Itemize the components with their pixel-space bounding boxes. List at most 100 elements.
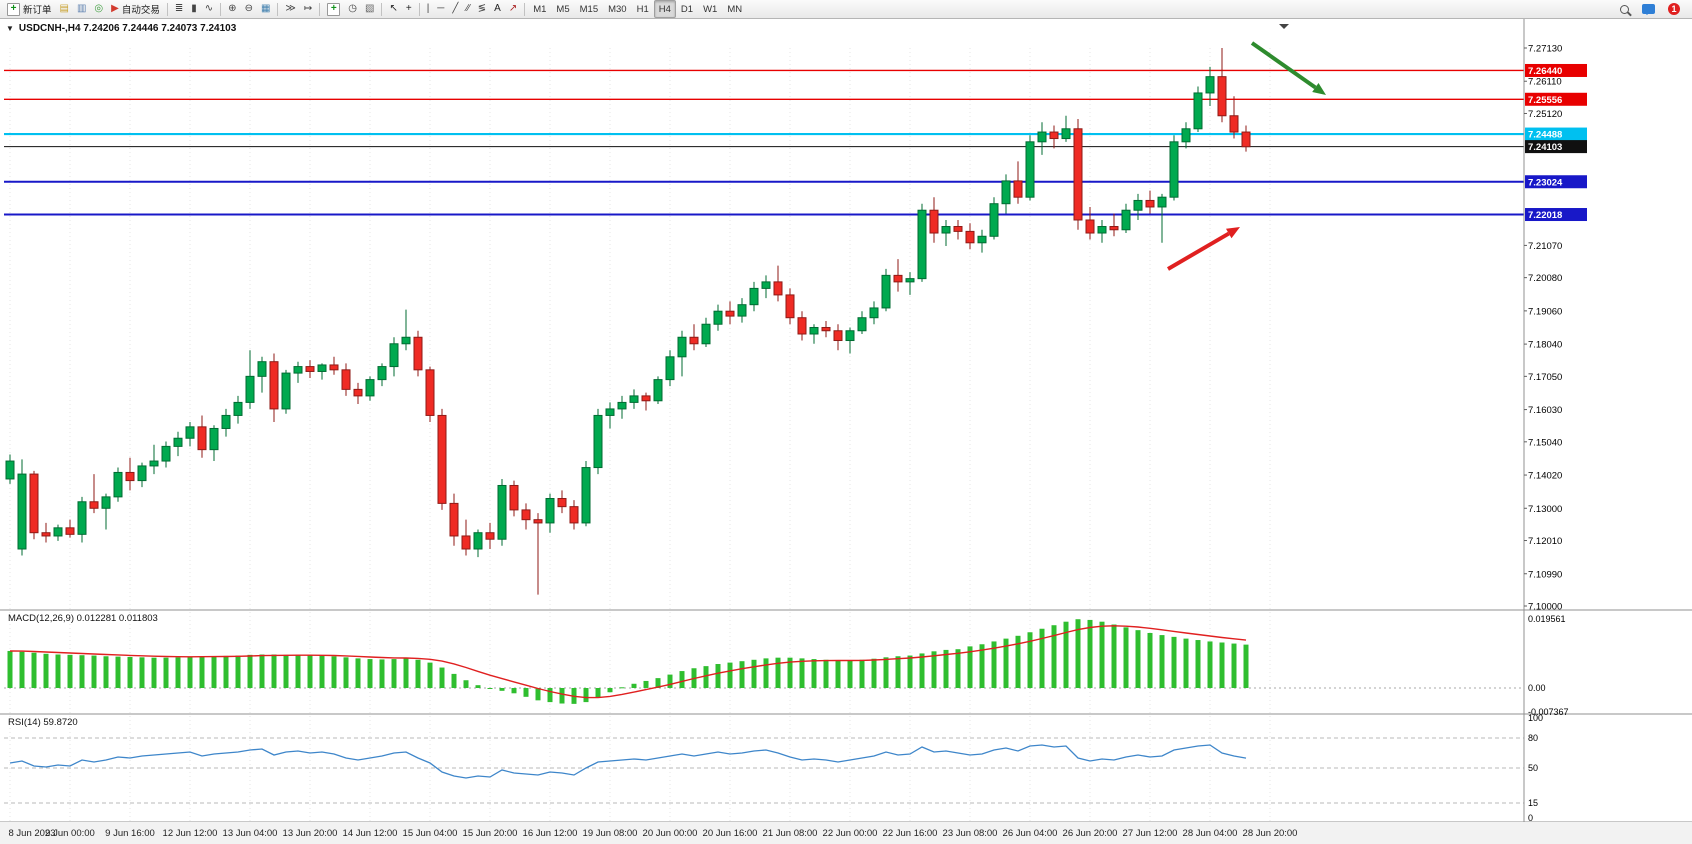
line-chart-button[interactable]: ∿ <box>201 0 217 18</box>
candlestick-chart-button[interactable]: ▮ <box>187 0 201 18</box>
timeframe-w1-button[interactable]: W1 <box>698 0 722 18</box>
svg-text:14 Jun 12:00: 14 Jun 12:00 <box>343 828 398 839</box>
svg-text:7.26110: 7.26110 <box>1528 77 1562 88</box>
timeframe-label: W1 <box>703 3 718 15</box>
navigator-icon: ◎ <box>94 3 104 14</box>
timeframe-label: D1 <box>680 3 694 15</box>
horizontal-price-lines[interactable] <box>4 69 1524 216</box>
timeframe-h4-button[interactable]: H4 <box>653 0 676 18</box>
svg-text:15: 15 <box>1528 798 1538 808</box>
svg-text:7.24488: 7.24488 <box>1528 130 1562 141</box>
trendline-icon: ╱ <box>452 3 459 14</box>
line-chart-icon: ∿ <box>204 3 214 14</box>
indicators-button[interactable]: + <box>323 0 344 18</box>
periods-button[interactable]: ◷ <box>344 0 361 18</box>
zoom-in-button[interactable]: ⊕ <box>224 0 240 18</box>
text-icon: A <box>494 3 501 14</box>
autotrading-icon: ▶ <box>111 3 119 14</box>
cursor-button[interactable]: ↖ <box>385 0 401 18</box>
svg-text:100: 100 <box>1528 713 1543 723</box>
autotrading-label: 自动交易 <box>121 5 160 16</box>
svg-text:7.24103: 7.24103 <box>1528 142 1562 153</box>
svg-text:7.16030: 7.16030 <box>1528 405 1562 416</box>
one-click-trading-toggle[interactable]: ▼ <box>6 24 14 33</box>
chart-shift-marker[interactable] <box>1279 24 1289 29</box>
autotrading-button[interactable]: ▶ 自动交易 <box>107 0 164 18</box>
zoom-out-button[interactable]: ⊖ <box>241 0 257 18</box>
timeframe-m1-button[interactable]: M1 <box>528 0 551 18</box>
timeframe-d1-button[interactable]: D1 <box>676 0 698 18</box>
horizontal-line-button[interactable]: ─ <box>433 0 448 18</box>
horizontal-line-icon: ─ <box>437 3 445 14</box>
chat-icon <box>1642 4 1655 15</box>
tile-windows-button[interactable]: ▦ <box>257 0 274 18</box>
rsi-label: RSI(14) 59.8720 <box>8 717 78 728</box>
timeframe-m5-button[interactable]: M5 <box>551 0 574 18</box>
cursor-icon: ↖ <box>389 3 398 14</box>
templates-button[interactable]: ▧ <box>361 0 378 18</box>
equidistant-channel-button[interactable]: ∕∕ <box>462 0 473 18</box>
toolbar-separator <box>418 2 420 16</box>
notifications-button[interactable]: 1 <box>1664 0 1684 18</box>
auto-scroll-button[interactable]: ≫ <box>281 0 299 18</box>
chart-title-bar: ▼ USDCNH-,H4 7.24206 7.24446 7.24073 7.2… <box>6 23 236 34</box>
svg-text:7.18040: 7.18040 <box>1528 340 1562 351</box>
arrow-annotations[interactable] <box>1166 41 1326 271</box>
clock-icon: ◷ <box>348 3 357 14</box>
candlestick-icon: ▮ <box>191 3 197 14</box>
arrow-tool-icon: ↗ <box>508 3 518 14</box>
chat-button[interactable] <box>1638 0 1659 18</box>
svg-text:22 Jun 00:00: 22 Jun 00:00 <box>823 828 878 839</box>
trendline-button[interactable]: ╱ <box>448 0 462 18</box>
zoom-out-icon: ⊖ <box>244 3 253 14</box>
price-chart[interactable]: 7.27130 7.26110 7.25120 7.21070 7.20080 7.190… <box>0 19 1692 844</box>
svg-text:15 Jun 04:00: 15 Jun 04:00 <box>403 828 458 839</box>
profiles-button[interactable]: ▥ <box>73 0 90 18</box>
green-arrow[interactable] <box>1250 41 1317 90</box>
green-arrow-head <box>1312 83 1326 95</box>
price-axis: 7.27130 7.26110 7.25120 7.21070 7.20080 7.190… <box>0 19 1692 823</box>
chart-area: 7.27130 7.26110 7.25120 7.21070 7.20080 7.190… <box>0 19 1692 844</box>
svg-text:0.00: 0.00 <box>1528 683 1546 693</box>
red-arrow[interactable] <box>1166 231 1230 271</box>
chart-shift-icon: ↦ <box>303 3 313 14</box>
text-tool-button[interactable]: A <box>490 0 505 18</box>
timeframe-mn-button[interactable]: MN <box>722 0 747 18</box>
svg-text:7.20080: 7.20080 <box>1528 273 1562 284</box>
svg-text:7.10000: 7.10000 <box>1528 602 1562 613</box>
timeframe-h1-button[interactable]: H1 <box>632 0 654 18</box>
vertical-line-button[interactable]: | <box>423 0 434 18</box>
new-order-button[interactable]: + 新订单 <box>3 0 56 18</box>
toolbar: + 新订单 ▤ ▥ ◎ ▶ 自动交易 ≣ ▮ ∿ ⊕ ⊖ ▦ ≫ ↦ + ◷ ▧ ↖ + | ─ ╱ ∕∕ ≶ A ↗ M1 M5 M15… <box>0 0 1692 19</box>
chart-icon: ▤ <box>59 3 69 14</box>
charts-button[interactable]: ▤ <box>56 0 73 18</box>
magnifier-icon <box>1620 4 1629 14</box>
timeframe-label: M30 <box>608 3 627 15</box>
bar-chart-button[interactable]: ≣ <box>171 0 187 18</box>
svg-text:27 Jun 12:00: 27 Jun 12:00 <box>1123 828 1178 839</box>
chart-shift-button[interactable]: ↦ <box>300 0 316 18</box>
red-arrow-head <box>1226 227 1240 239</box>
svg-text:-0.007367: -0.007367 <box>1528 707 1569 717</box>
svg-text:23 Jun 08:00: 23 Jun 08:00 <box>943 828 998 839</box>
profiles-icon: ▥ <box>76 3 87 14</box>
zoom-in-icon: ⊕ <box>228 3 237 14</box>
fibonacci-button[interactable]: ≶ <box>474 0 490 18</box>
svg-text:7.25120: 7.25120 <box>1528 109 1562 120</box>
svg-text:8 Jun 2023: 8 Jun 2023 <box>8 828 55 839</box>
timeframe-m30-button[interactable]: M30 <box>603 0 631 18</box>
bar-chart-icon: ≣ <box>174 3 184 14</box>
toolbar-separator <box>277 2 279 16</box>
svg-text:21 Jun 08:00: 21 Jun 08:00 <box>763 828 818 839</box>
navigator-button[interactable]: ◎ <box>90 0 107 18</box>
svg-text:13 Jun 04:00: 13 Jun 04:00 <box>223 828 278 839</box>
tile-windows-icon: ▦ <box>260 3 271 14</box>
svg-text:7.13000: 7.13000 <box>1528 504 1562 515</box>
arrows-tool-button[interactable]: ↗ <box>505 0 521 18</box>
search-button[interactable] <box>1616 0 1633 18</box>
timeframe-m15-button[interactable]: M15 <box>575 0 603 18</box>
auto-scroll-icon: ≫ <box>285 3 296 14</box>
crosshair-button[interactable]: + <box>402 0 416 18</box>
